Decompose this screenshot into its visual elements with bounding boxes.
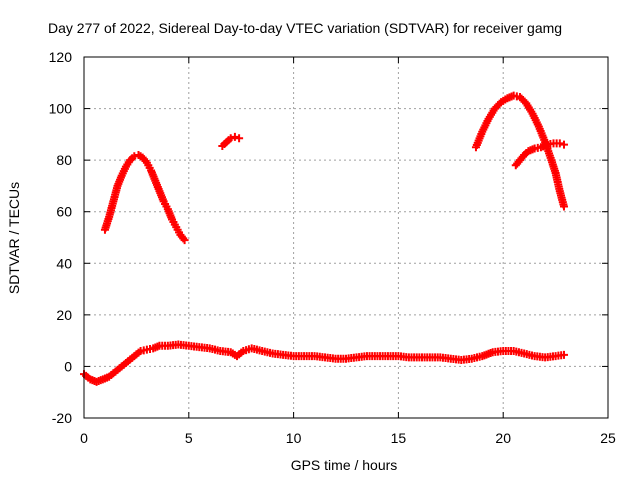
data-point-trace [493,101,502,110]
y-tick-label: 60 [56,204,72,220]
y-tick-label: 20 [56,307,72,323]
data-point [230,132,239,141]
data-point-trace [522,149,531,158]
data-point-trace [150,174,159,183]
chart-title: Day 277 of 2022, Sidereal Day-to-day VTE… [48,20,562,36]
data-point-trace [555,184,564,193]
data-point-trace [533,120,542,129]
x-tick-label: 5 [185,430,193,446]
data-point-trace [546,153,555,162]
data-point-trace [103,373,112,382]
data-point-trace [104,215,113,224]
data-point [559,140,568,149]
data-point-trace [559,200,568,209]
data-point-trace [527,107,536,116]
data-point-trace [128,154,137,163]
data-point-trace [501,95,510,104]
data-point-trace [550,166,559,175]
y-axis-label: SDTVAR / TECUs [6,182,22,294]
data-point-trace [154,185,163,194]
data-point-trace [120,164,129,173]
data-point-trace [477,129,486,138]
data-point-trace [84,373,93,382]
data-point-trace [146,345,155,354]
data-point-trace [179,234,188,243]
data-point-trace [128,353,137,362]
data-point-trace [512,92,521,101]
data-point-trace [116,173,125,182]
y-tick-label: 40 [56,255,72,271]
data-point-trace [124,158,133,167]
x-tick-label: 0 [80,430,88,446]
data-point-trace [528,145,537,154]
x-tick-label: 15 [391,430,407,446]
data-point-trace [552,139,561,148]
data-point-trace [112,184,121,193]
data-point-trace [557,351,566,360]
data-point-trace [167,213,176,222]
series-arc-1 [100,150,189,245]
x-axis-label: GPS time / hours [291,457,398,473]
data-point-trace [486,349,495,358]
data-point-trace [220,140,229,149]
data-point-trace [475,352,484,361]
data-point-trace [121,358,130,367]
x-tick-label: 10 [286,430,302,446]
y-tick-label: 120 [49,49,73,65]
series-arc-2 [218,132,244,150]
data-point-trace [255,346,264,355]
x-tick-label: 20 [495,430,511,446]
data-point-trace [141,157,150,166]
y-tick-label: 80 [56,152,72,168]
data-point-trace [162,202,171,211]
y-tick-label: -20 [52,410,72,426]
data-point-trace [517,348,526,357]
data-point-trace [224,136,233,145]
series-arc-3 [471,91,568,211]
data-point-trace [483,117,492,126]
x-tick-label: 25 [600,430,616,446]
data-point-trace [96,376,105,385]
data-point-trace [541,141,550,150]
data-point-trace [139,346,148,355]
data-points [80,91,568,386]
y-tick-label: 0 [64,358,72,374]
axis-ticks: 0 5 10 15 20 25 -20 0 20 40 60 80 100 120 [49,49,616,446]
data-point-trace [145,163,154,172]
series-arc-4 [511,139,568,170]
grid-lines [84,57,608,418]
data-point-trace [237,348,246,357]
data-point-trace [175,228,184,237]
data-point-trace [115,364,124,373]
data-point-trace [533,143,542,152]
data-point-trace [158,195,167,204]
data-point [235,134,244,143]
data-point-trace [134,348,143,357]
y-tick-label: 100 [49,101,73,117]
data-point-trace [170,220,179,229]
series-near-zero-band [80,340,568,386]
data-point-trace [519,96,528,105]
plot-frame [83,56,609,419]
data-point-trace [108,199,117,208]
data-point-trace [109,369,118,378]
data-point-trace [224,347,233,356]
